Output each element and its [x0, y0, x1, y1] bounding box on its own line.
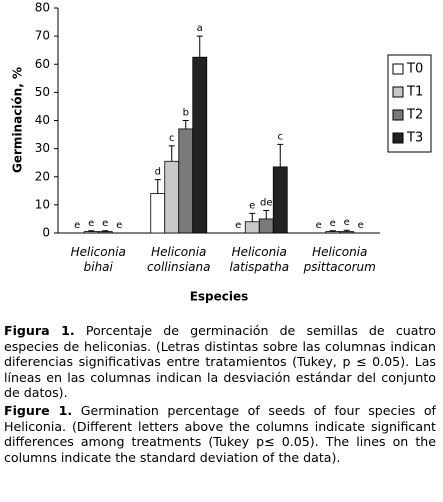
error-bar	[343, 229, 350, 232]
significance-letter: e	[330, 218, 336, 229]
error-bar	[329, 230, 336, 232]
caption-text: Germination percentage of seeds of four …	[4, 403, 436, 465]
legend-swatch	[392, 132, 404, 144]
significance-letter: e	[74, 220, 80, 231]
caption: Figura 1. Porcentaje de germinación de s…	[4, 323, 436, 401]
y-tick-label: 80	[35, 1, 50, 15]
y-tick-label: 40	[35, 113, 50, 127]
significance-letter: b	[183, 108, 189, 119]
error-bar	[196, 35, 203, 58]
chart: Germinación, % Especies 0 10 20 30 40 50 60 70 8…	[11, 1, 432, 304]
legend-swatch	[392, 63, 404, 75]
bar	[244, 221, 260, 234]
significance-letter: e	[249, 200, 255, 211]
error-bar	[263, 210, 270, 219]
y-tick-label: 0	[42, 226, 50, 240]
significance-letter: e	[88, 218, 94, 229]
x-axis-label: Especies	[190, 290, 249, 304]
y-tick-label: 70	[35, 29, 50, 43]
x-tick-label: Heliconia collinsiana	[147, 245, 211, 274]
significance-letter: a	[197, 23, 203, 34]
error-bar	[88, 230, 95, 232]
bar	[178, 128, 194, 234]
caption: Figure 1. Germination percentage of seed…	[4, 403, 436, 465]
legend-label: T3	[406, 131, 423, 146]
error-bar	[182, 120, 189, 129]
x-tick-label: Heliconia bihai	[70, 245, 126, 274]
x-tick-label: Heliconia psittacorum	[303, 245, 376, 274]
legend-swatch	[392, 109, 404, 121]
y-axis-label: Germinación, %	[11, 67, 25, 173]
significance-letter: e	[235, 220, 241, 231]
caption-label: Figura 1.	[4, 323, 75, 338]
y-tick-label: 60	[35, 57, 50, 71]
bar	[150, 193, 166, 234]
bar	[97, 231, 113, 234]
bar	[192, 56, 208, 234]
legend-label: T0	[406, 62, 423, 77]
y-tick-label: 30	[35, 141, 50, 155]
bar	[272, 166, 288, 234]
error-bar	[249, 212, 256, 222]
significance-letter: c	[169, 133, 175, 144]
error-bar	[168, 145, 175, 162]
x-tick-label: Heliconia latispatha	[229, 245, 290, 274]
bar	[339, 231, 355, 234]
significance-letter: c	[278, 131, 284, 142]
error-bar	[277, 143, 284, 167]
bar	[164, 160, 180, 234]
significance-letter: e	[344, 217, 350, 228]
bar	[325, 231, 341, 234]
y-tick-label: 20	[35, 169, 50, 183]
legend-swatch	[392, 86, 404, 98]
significance-letter: de	[260, 198, 273, 209]
caption-label: Figure 1.	[4, 403, 73, 418]
error-bar	[102, 230, 109, 232]
significance-letter: e	[316, 220, 322, 231]
significance-letter: e	[358, 220, 364, 231]
significance-letter: e	[116, 220, 122, 231]
legend-label: T1	[406, 85, 423, 100]
bar	[83, 231, 99, 234]
bar	[258, 218, 274, 234]
y-tick-label: 50	[35, 85, 50, 99]
significance-letter: e	[102, 218, 108, 229]
significance-letter: d	[155, 167, 161, 178]
error-bar	[154, 179, 161, 194]
legend-label: T2	[406, 108, 423, 123]
caption-text: Porcentaje de germinación de semillas de…	[4, 323, 436, 400]
y-tick-label: 10	[35, 197, 50, 211]
